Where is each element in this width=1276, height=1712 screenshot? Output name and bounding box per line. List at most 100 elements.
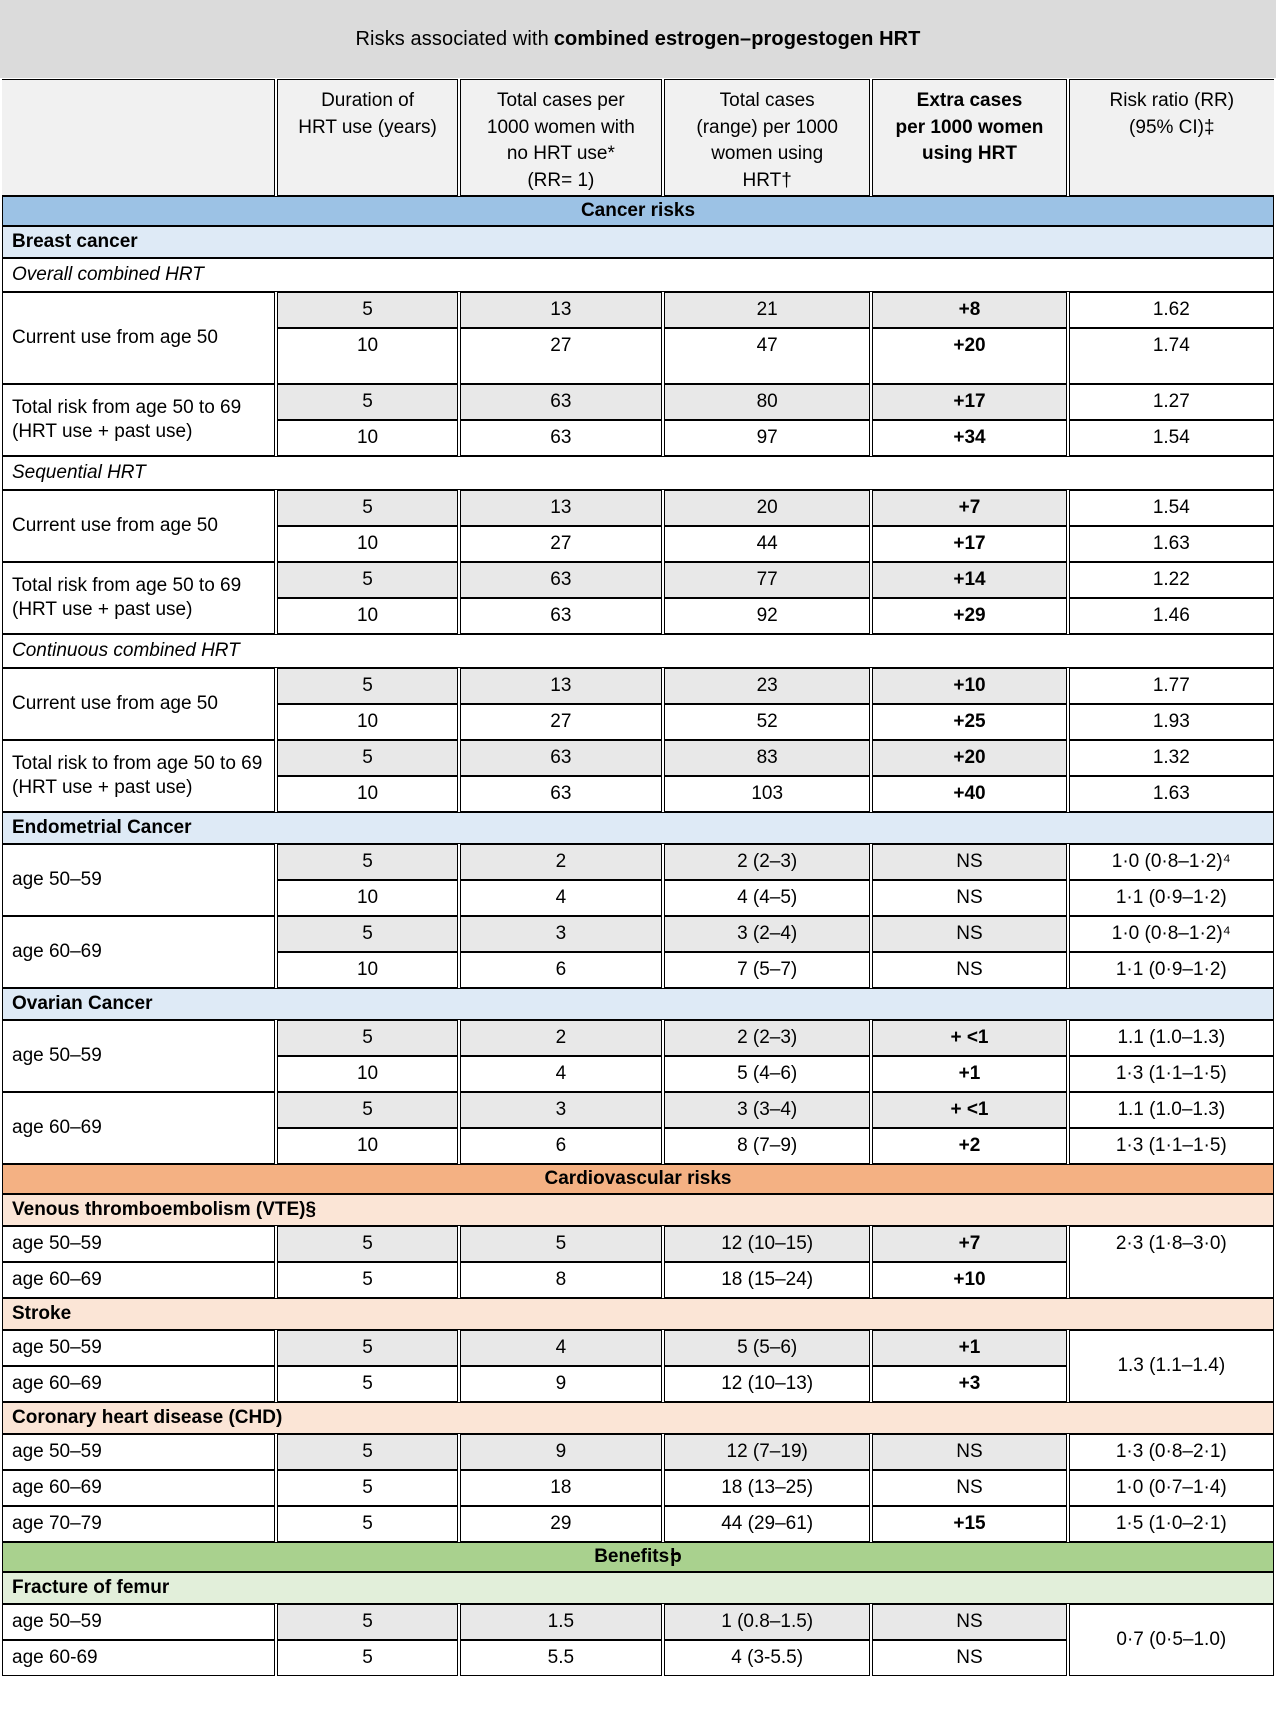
duration-cell: 5 <box>277 490 458 527</box>
row-label: Current use from age 50 <box>2 292 276 385</box>
risk-ratio-cell: 1.54 <box>1068 490 1274 527</box>
extra-cases-cell: NS <box>872 1640 1067 1677</box>
row-label: Total risk from age 50 to 69 (HRT use + … <box>2 384 276 457</box>
subsection-label: Continuous combined HRT <box>2 634 1274 669</box>
extra-cases-cell: +17 <box>872 526 1067 563</box>
subsection-label: Sequential HRT <box>2 456 1274 491</box>
extra-cases-cell: NS <box>872 916 1067 953</box>
duration-cell: 5 <box>277 1366 458 1403</box>
duration-cell: 5 <box>277 1604 458 1641</box>
header-empty <box>2 79 276 197</box>
baseline-cases-cell: 2 <box>459 844 663 881</box>
extra-cases-cell: NS <box>872 1434 1067 1471</box>
hrt-cases-cell: 97 <box>664 420 871 457</box>
hrt-cases-cell: 44 (29–61) <box>664 1506 871 1543</box>
extra-cases-cell: +1 <box>872 1056 1067 1093</box>
baseline-cases-cell: 9 <box>459 1366 663 1403</box>
hrt-cases-cell: 47 <box>664 328 871 385</box>
duration-cell: 5 <box>277 562 458 599</box>
section-header-row: Coronary heart disease (CHD) <box>2 1402 1274 1435</box>
duration-cell: 10 <box>277 704 458 741</box>
hrt-cases-cell: 92 <box>664 598 871 635</box>
baseline-cases-cell: 27 <box>459 328 663 385</box>
hrt-cases-cell: 8 (7–9) <box>664 1128 871 1165</box>
risk-ratio-cell: 1.74 <box>1068 328 1274 385</box>
hrt-cases-cell: 23 <box>664 668 871 705</box>
section-label: Coronary heart disease (CHD) <box>2 1402 1274 1435</box>
risk-ratio-cell: 1·3 (0·8–2·1) <box>1068 1434 1274 1471</box>
baseline-cases-cell: 6 <box>459 952 663 989</box>
row-label: age 60–69 <box>2 1470 276 1507</box>
duration-cell: 5 <box>277 916 458 953</box>
risk-ratio-cell: 1.62 <box>1068 292 1274 329</box>
header-hrt-cases: Total cases (range) per 1000 women using… <box>664 79 871 197</box>
baseline-cases-cell: 27 <box>459 704 663 741</box>
row-label: Total risk from age 50 to 69 (HRT use + … <box>2 562 276 635</box>
baseline-cases-cell: 4 <box>459 1330 663 1367</box>
hrt-cases-cell: 12 (7–19) <box>664 1434 871 1471</box>
data-row: Total risk from age 50 to 69 (HRT use + … <box>2 384 1274 457</box>
duration-cell: 5 <box>277 292 458 329</box>
hrt-cases-cell: 1 (0.8–1.5) <box>664 1604 871 1641</box>
row-label: Current use from age 50 <box>2 490 276 563</box>
row-label: age 50–59 <box>2 1226 276 1263</box>
hrt-cases-cell: 80 <box>664 384 871 421</box>
duration-cell: 5 <box>277 1226 458 1263</box>
extra-cases-cell: +10 <box>872 1262 1067 1299</box>
risk-ratio-cell: 2·3 (1·8–3·0) <box>1068 1226 1274 1299</box>
extra-cases-cell: +25 <box>872 704 1067 741</box>
baseline-cases-cell: 4 <box>459 1056 663 1093</box>
category-band-row: Cardiovascular risks <box>2 1164 1274 1195</box>
baseline-cases-cell: 27 <box>459 526 663 563</box>
data-row: Total risk from age 50 to 69 (HRT use + … <box>2 562 1274 635</box>
data-row: 10 27 52 +25 1.93 <box>2 704 1274 741</box>
header-extra-cases: Extra cases per 1000 women using HRT <box>872 79 1067 197</box>
extra-cases-cell: NS <box>872 1470 1067 1507</box>
baseline-cases-cell: 63 <box>459 562 663 599</box>
extra-cases-cell: NS <box>872 844 1067 881</box>
section-header-row: Ovarian Cancer <box>2 988 1274 1021</box>
baseline-cases-cell: 5 <box>459 1226 663 1263</box>
data-row: age 60–69 5 18 18 (13–25) NS 1·0 (0·7–1·4) <box>2 1470 1274 1507</box>
extra-cases-cell: NS <box>872 952 1067 989</box>
section-header-row: Fracture of femur <box>2 1572 1274 1605</box>
baseline-cases-cell: 63 <box>459 776 663 813</box>
row-label: age 60–69 <box>2 1092 276 1165</box>
risk-ratio-cell: 1.3 (1.1–1.4) <box>1068 1330 1274 1403</box>
baseline-cases-cell: 63 <box>459 740 663 777</box>
row-label: Total risk to from age 50 to 69 (HRT use… <box>2 740 276 813</box>
risk-ratio-cell: 1·1 (0·9–1·2) <box>1068 880 1274 917</box>
table-title-normal: Risks associated with <box>355 27 549 50</box>
row-label: Current use from age 50 <box>2 668 276 741</box>
header-risk-ratio: Risk ratio (RR) (95% CI)‡ <box>1068 79 1274 197</box>
data-row: 10 63 92 +29 1.46 <box>2 598 1274 635</box>
duration-cell: 10 <box>277 1056 458 1093</box>
baseline-cases-cell: 3 <box>459 916 663 953</box>
data-row: age 50–59 5 1.5 1 (0.8–1.5) NS 0·7 (0·5–1.0) <box>2 1604 1274 1677</box>
duration-cell: 5 <box>277 1092 458 1129</box>
data-row: Total risk to from age 50 to 69 (HRT use… <box>2 740 1274 813</box>
data-row: Current use from age 50 5 13 21 +8 1.62 <box>2 292 1274 385</box>
duration-cell: 10 <box>277 526 458 563</box>
duration-cell: 5 <box>277 844 458 881</box>
risk-ratio-cell: 1·0 (0·8–1·2)⁴ <box>1068 844 1274 881</box>
row-label: age 60–69 <box>2 1366 276 1403</box>
table-title-bold: combined estrogen–progestogen HRT <box>553 27 921 50</box>
data-row: age 60–69 5 9 12 (10–13) +3 <box>2 1366 1274 1403</box>
risk-ratio-cell: 1·0 (0·8–1·2)⁴ <box>1068 916 1274 953</box>
data-row: age 60–69 5 8 18 (15–24) +10 <box>2 1262 1274 1299</box>
extra-cases-cell: + <1 <box>872 1092 1067 1129</box>
risk-ratio-cell: 1.63 <box>1068 776 1274 813</box>
hrt-cases-cell: 77 <box>664 562 871 599</box>
category-band-label: Cardiovascular risks <box>2 1164 1274 1195</box>
extra-cases-cell: +20 <box>872 740 1067 777</box>
baseline-cases-cell: 9 <box>459 1434 663 1471</box>
baseline-cases-cell: 18 <box>459 1470 663 1507</box>
duration-cell: 5 <box>277 384 458 421</box>
table-title: Risks associated with combined estrogen–… <box>0 0 1276 78</box>
risk-ratio-cell: 1.93 <box>1068 704 1274 741</box>
baseline-cases-cell: 13 <box>459 668 663 705</box>
section-header-row: Breast cancer <box>2 226 1274 259</box>
hrt-cases-cell: 20 <box>664 490 871 527</box>
extra-cases-cell: +40 <box>872 776 1067 813</box>
